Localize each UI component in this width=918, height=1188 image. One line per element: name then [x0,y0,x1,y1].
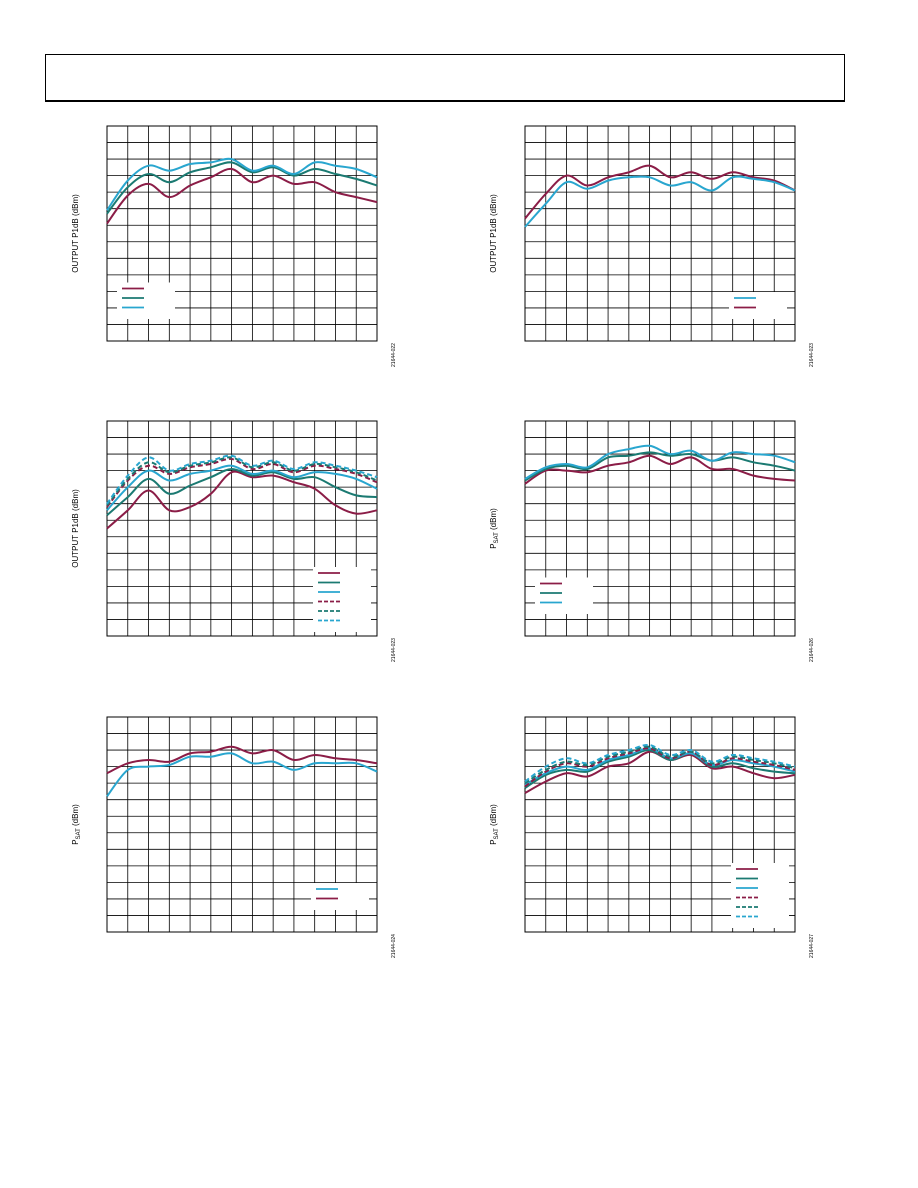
figure-id: 21644-026 [809,638,815,662]
series-line-cyan [524,175,796,228]
chart-output-p1db-1: OUTPUT P1dB (dBm) 21644-022 [71,125,397,367]
plot-frame [106,716,378,933]
chart-output-p1db-2: OUTPUT P1dB (dBm) 21644-023 [489,125,815,367]
legend-box [731,863,789,928]
y-axis-label: PSAT (dBm) [489,508,500,549]
figure-id: 21644-027 [809,934,815,958]
series-line-cyan-dashed [524,744,796,783]
figure-id: 21644-023 [391,638,397,662]
series-line-maroon [524,454,796,485]
series-line-teal-dashed [524,745,796,785]
plot-frame [524,125,796,342]
series-line-maroon [524,164,796,220]
series-line-maroon [524,750,796,794]
plot-frame [524,716,796,933]
page-header-box [45,54,845,102]
series-line-maroon-dashed [524,747,796,788]
y-axis-label: OUTPUT P1dB (dBm) [71,194,80,273]
chart-legend [313,567,371,632]
series-line-maroon [106,470,378,530]
series-line-teal [524,451,796,482]
y-axis-label: PSAT (dBm) [71,804,82,845]
y-axis-label: OUTPUT P1dB (dBm) [489,194,498,273]
series-line-maroon [106,167,378,225]
legend-box [311,883,369,910]
series-line-teal [106,161,378,215]
figure-id: 21644-024 [391,934,397,958]
plot-frame [106,125,378,342]
series-line-cyan-dashed [106,454,378,505]
chart-legend [535,577,593,614]
chart-output-p1db-3: OUTPUT P1dB (dBm) 21644-023 [71,420,397,662]
series-line-teal [106,468,378,517]
chart-legend [117,282,175,319]
chart-psat-2: PSAT (dBm) 21644-024 [71,716,397,958]
series-line-cyan [524,444,796,480]
series-line-teal [524,749,796,789]
series-line-maroon [106,745,378,775]
chart-psat-1: PSAT (dBm) 21644-026 [489,420,815,662]
series-line-cyan [106,464,378,511]
figure-id: 21644-023 [809,343,815,367]
plot-frame [524,420,796,637]
series-line-cyan [106,157,378,211]
chart-psat-3: PSAT (dBm) 21644-027 [489,716,815,958]
legend-box [729,292,787,319]
chart-legend [731,863,789,928]
figure-id: 21644-022 [391,343,397,367]
y-axis-label: OUTPUT P1dB (dBm) [71,489,80,568]
y-axis-label: PSAT (dBm) [489,804,500,845]
legend-box [313,567,371,632]
series-line-teal-dashed [106,456,378,506]
chart-legend [311,883,369,910]
series-line-cyan [106,752,378,798]
chart-legend [729,292,787,319]
